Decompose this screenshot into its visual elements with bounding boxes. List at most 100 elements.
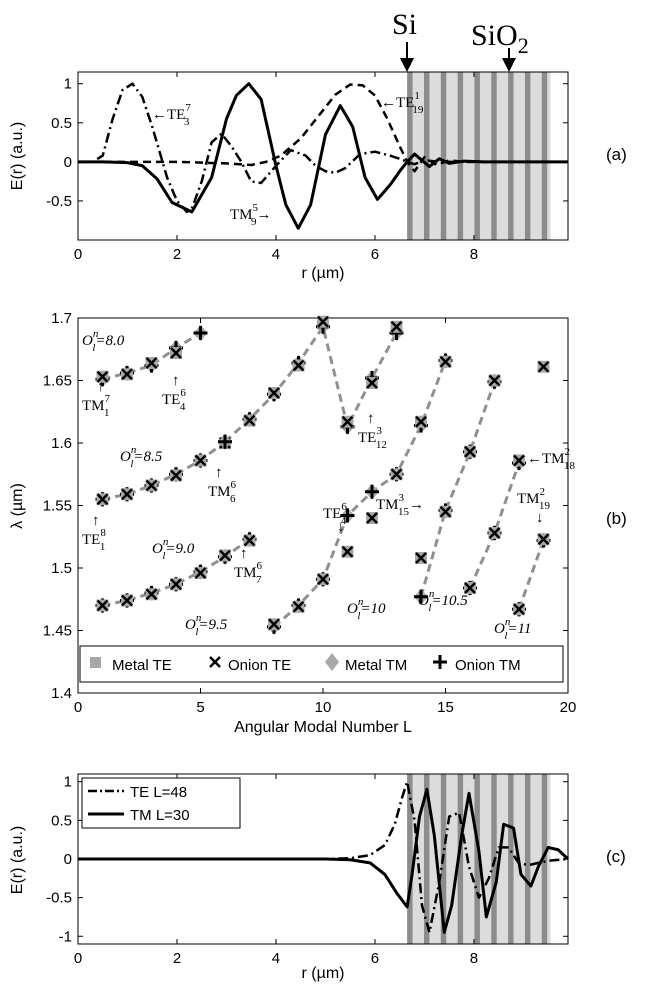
silicon-layer [474, 72, 480, 240]
onion-te-marker [390, 320, 403, 333]
legend-metal-tm-marker [325, 653, 339, 671]
onion-te-marker [537, 533, 550, 546]
y-tick-label: -0.5 [46, 890, 72, 907]
legend-onion-tm: Onion TM [455, 657, 521, 674]
y-tick-label: 0.5 [51, 115, 72, 132]
onion-te-marker [341, 415, 354, 428]
silicon-layer [407, 72, 413, 240]
silicon-layer [423, 774, 430, 944]
onion-te-marker [170, 347, 182, 359]
onion-te-marker [415, 552, 427, 564]
x-tick-label: 20 [560, 699, 577, 716]
y-tick-label: 1.45 [43, 623, 72, 640]
onion-te-marker [341, 545, 354, 558]
svg-text:↑: ↑ [240, 546, 248, 562]
panel-b-ylabel: λ (µm) [9, 483, 26, 529]
onion-te-marker [464, 582, 476, 594]
silicon-layer [524, 774, 531, 944]
y-tick-label: 1.5 [51, 560, 72, 577]
panel-b-xlabel: Angular Modal Number L [234, 719, 412, 736]
onion-te-marker [268, 618, 280, 631]
onion-te-marker [145, 479, 158, 492]
y-tick-label: -1 [59, 928, 72, 945]
panel-b-axes: 0 5 10 15 20 1.4 1.45 1.5 1.55 1.6 1.65 1.7 [43, 310, 577, 716]
ol-10-5: On l=10.5 [418, 588, 468, 614]
mode-family-line [419, 381, 496, 598]
panel-c-curves [78, 780, 570, 934]
series-solid [78, 82, 568, 230]
onion-te-marker [194, 454, 207, 467]
onion-te-marker [243, 534, 256, 547]
onion-te-marker [366, 377, 378, 389]
silicon-layer [508, 72, 514, 240]
onion-te-marker [121, 488, 133, 501]
panel-c-axes: 0 2 4 6 8 -1 -0.5 0 0.5 1 [46, 774, 568, 967]
sio2-label: SiO2 [471, 19, 529, 58]
silicon-layer [423, 72, 430, 240]
panel-c: 0 2 4 6 8-1-0.500.51 r (µm) E(r) (a.u.) (c) … [9, 773, 626, 982]
x-tick-label: 6 [371, 950, 379, 967]
y-tick-label: -0.5 [46, 193, 72, 210]
svg-text:↑: ↑ [215, 465, 223, 481]
ol-8-0: On l=8.0 [82, 328, 125, 354]
onion-te-marker [488, 527, 501, 539]
te64b-annotation: TE6 4↓ [323, 501, 347, 535]
silicon-layer [491, 72, 497, 240]
tm71-annotation: ↑TM7 1 [82, 379, 111, 419]
onion-te-marker [317, 573, 329, 586]
tm67-annotation: ↑TM6 7 [234, 546, 263, 586]
panel-a-axes: 0 2 4 6 8 -0.5 0 0.5 1 [46, 72, 568, 263]
y-tick-label: 1.6 [51, 435, 72, 452]
onion-te-marker [439, 505, 452, 518]
onion-te-marker [464, 445, 476, 458]
mode-family-line [468, 462, 521, 589]
y-tick-label: 1.7 [51, 310, 72, 327]
onion-te-marker [96, 493, 109, 506]
ol-9-0: On l=9.0 [152, 536, 195, 562]
onion-te-marker [513, 454, 525, 467]
y-tick-label: 1 [64, 76, 72, 93]
tm95-annotation: TM5 9→ [230, 202, 272, 228]
x-tick-label: 4 [272, 950, 280, 967]
onion-tm-marker [218, 434, 232, 449]
legend-metal-tm: Metal TM [345, 657, 407, 674]
onion-te-marker [219, 549, 231, 562]
onion-te-marker [170, 469, 182, 482]
x-tick-label: 0 [74, 699, 82, 716]
panel-a-cladding [407, 72, 551, 240]
svg-text:↓: ↓ [536, 510, 544, 526]
svg-text:↓: ↓ [337, 519, 345, 535]
panel-b: 0 5 10 15 20 1.4 1.45 1.5 1.55 1.6 1.65 1.7 Angular… [9, 310, 627, 736]
onion-te-marker [96, 370, 109, 383]
si-arrow [400, 42, 414, 72]
series-dashdot [78, 82, 474, 214]
panel-a: 0 2 4 6 8-0.500.51 r (µm) E(r) (a.u.) (a) ←T… [9, 71, 627, 282]
mode-family-line [102, 331, 202, 381]
svg-text:↑: ↑ [367, 411, 375, 427]
onion-te-marker [243, 414, 256, 427]
x-tick-label: 15 [437, 699, 454, 716]
onion-te-marker [488, 374, 501, 387]
onion-te-marker [121, 594, 133, 607]
panel-c-xlabel: r (µm) [302, 965, 345, 982]
y-tick-label: 0 [64, 851, 72, 868]
onion-tm-marker [193, 326, 208, 340]
silicon-layer [524, 72, 531, 240]
x-tick-label: 6 [371, 246, 379, 263]
x-tick-label: 0 [74, 246, 82, 263]
onion-te-marker [439, 355, 452, 368]
onion-te-marker [537, 360, 550, 373]
panel-c-label: (c) [606, 847, 626, 866]
onion-te-marker [96, 599, 109, 612]
series-dashdot [78, 780, 569, 934]
onion-te-marker [366, 512, 378, 524]
legend-onion-te: Onion TE [228, 657, 291, 674]
panel-b-label: (b) [606, 509, 627, 528]
series-solid [78, 787, 570, 934]
